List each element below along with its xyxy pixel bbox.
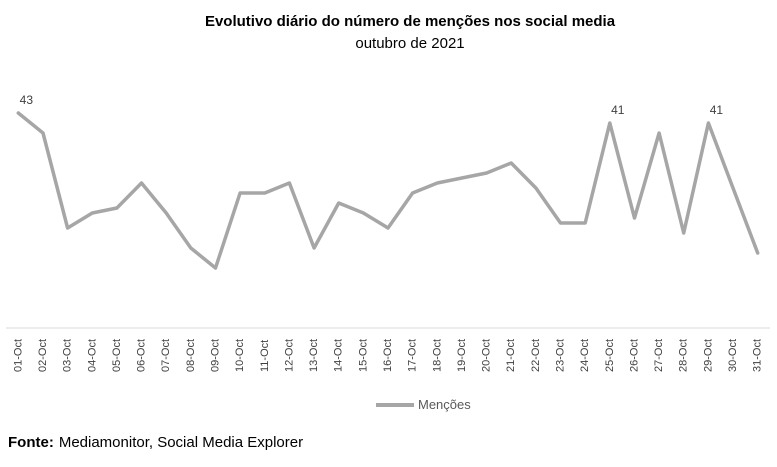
legend: Menções bbox=[376, 397, 471, 412]
x-tick-label: 27-Oct bbox=[653, 339, 665, 372]
x-tick-label: 23-Oct bbox=[555, 339, 567, 372]
x-tick-label: 12-Oct bbox=[283, 339, 295, 372]
x-tick-label: 21-Oct bbox=[505, 339, 517, 372]
data-label: 41 bbox=[710, 103, 724, 117]
x-tick-label: 25-Oct bbox=[604, 339, 616, 372]
x-tick-label: 02-Oct bbox=[37, 339, 49, 372]
x-tick-label: 26-Oct bbox=[628, 339, 640, 372]
x-tick-label: 19-Oct bbox=[456, 339, 468, 372]
x-tick-label: 15-Oct bbox=[357, 339, 369, 372]
x-tick-label: 28-Oct bbox=[678, 339, 690, 372]
x-tick-label: 03-Oct bbox=[62, 339, 74, 372]
x-tick-label: 14-Oct bbox=[333, 339, 345, 372]
x-tick-label: 10-Oct bbox=[234, 339, 246, 372]
x-tick-label: 16-Oct bbox=[382, 339, 394, 372]
x-tick-label: 22-Oct bbox=[530, 339, 542, 372]
x-tick-label: 24-Oct bbox=[579, 339, 591, 372]
x-tick-label: 18-Oct bbox=[431, 339, 443, 372]
x-tick-label: 31-Oct bbox=[752, 339, 764, 372]
x-tick-label: 17-Oct bbox=[407, 339, 419, 372]
chart-subtitle: outubro de 2021 bbox=[355, 35, 465, 52]
series-mencoes-line bbox=[16, 111, 760, 270]
data-label: 41 bbox=[611, 103, 625, 117]
chart-title: Evolutivo diário do número de menções no… bbox=[204, 13, 616, 30]
data-label: 43 bbox=[20, 93, 34, 107]
source-text: Mediamonitor, Social Media Explorer bbox=[58, 434, 304, 451]
x-tick-label: 07-Oct bbox=[160, 339, 172, 372]
x-tick-label: 05-Oct bbox=[111, 339, 123, 372]
source-label: Fonte: bbox=[8, 434, 54, 451]
x-tick-label: 06-Oct bbox=[136, 339, 148, 372]
legend-line-swatch bbox=[376, 402, 414, 407]
x-tick-label: 13-Oct bbox=[308, 339, 320, 372]
legend-label: Menções bbox=[418, 397, 471, 412]
source-note: Fonte: Mediamonitor, Social Media Explore… bbox=[8, 434, 303, 451]
x-tick-label: 04-Oct bbox=[86, 339, 98, 372]
x-tick-label: 11-Oct bbox=[259, 340, 271, 372]
x-tick-label: 08-Oct bbox=[185, 339, 197, 372]
x-tick-label: 01-Oct bbox=[12, 339, 24, 372]
x-tick-label: 20-Oct bbox=[481, 339, 493, 372]
x-tick-label: 30-Oct bbox=[727, 339, 739, 372]
x-tick-label: 29-Oct bbox=[702, 339, 714, 372]
x-tick-label: 09-Oct bbox=[209, 339, 221, 372]
